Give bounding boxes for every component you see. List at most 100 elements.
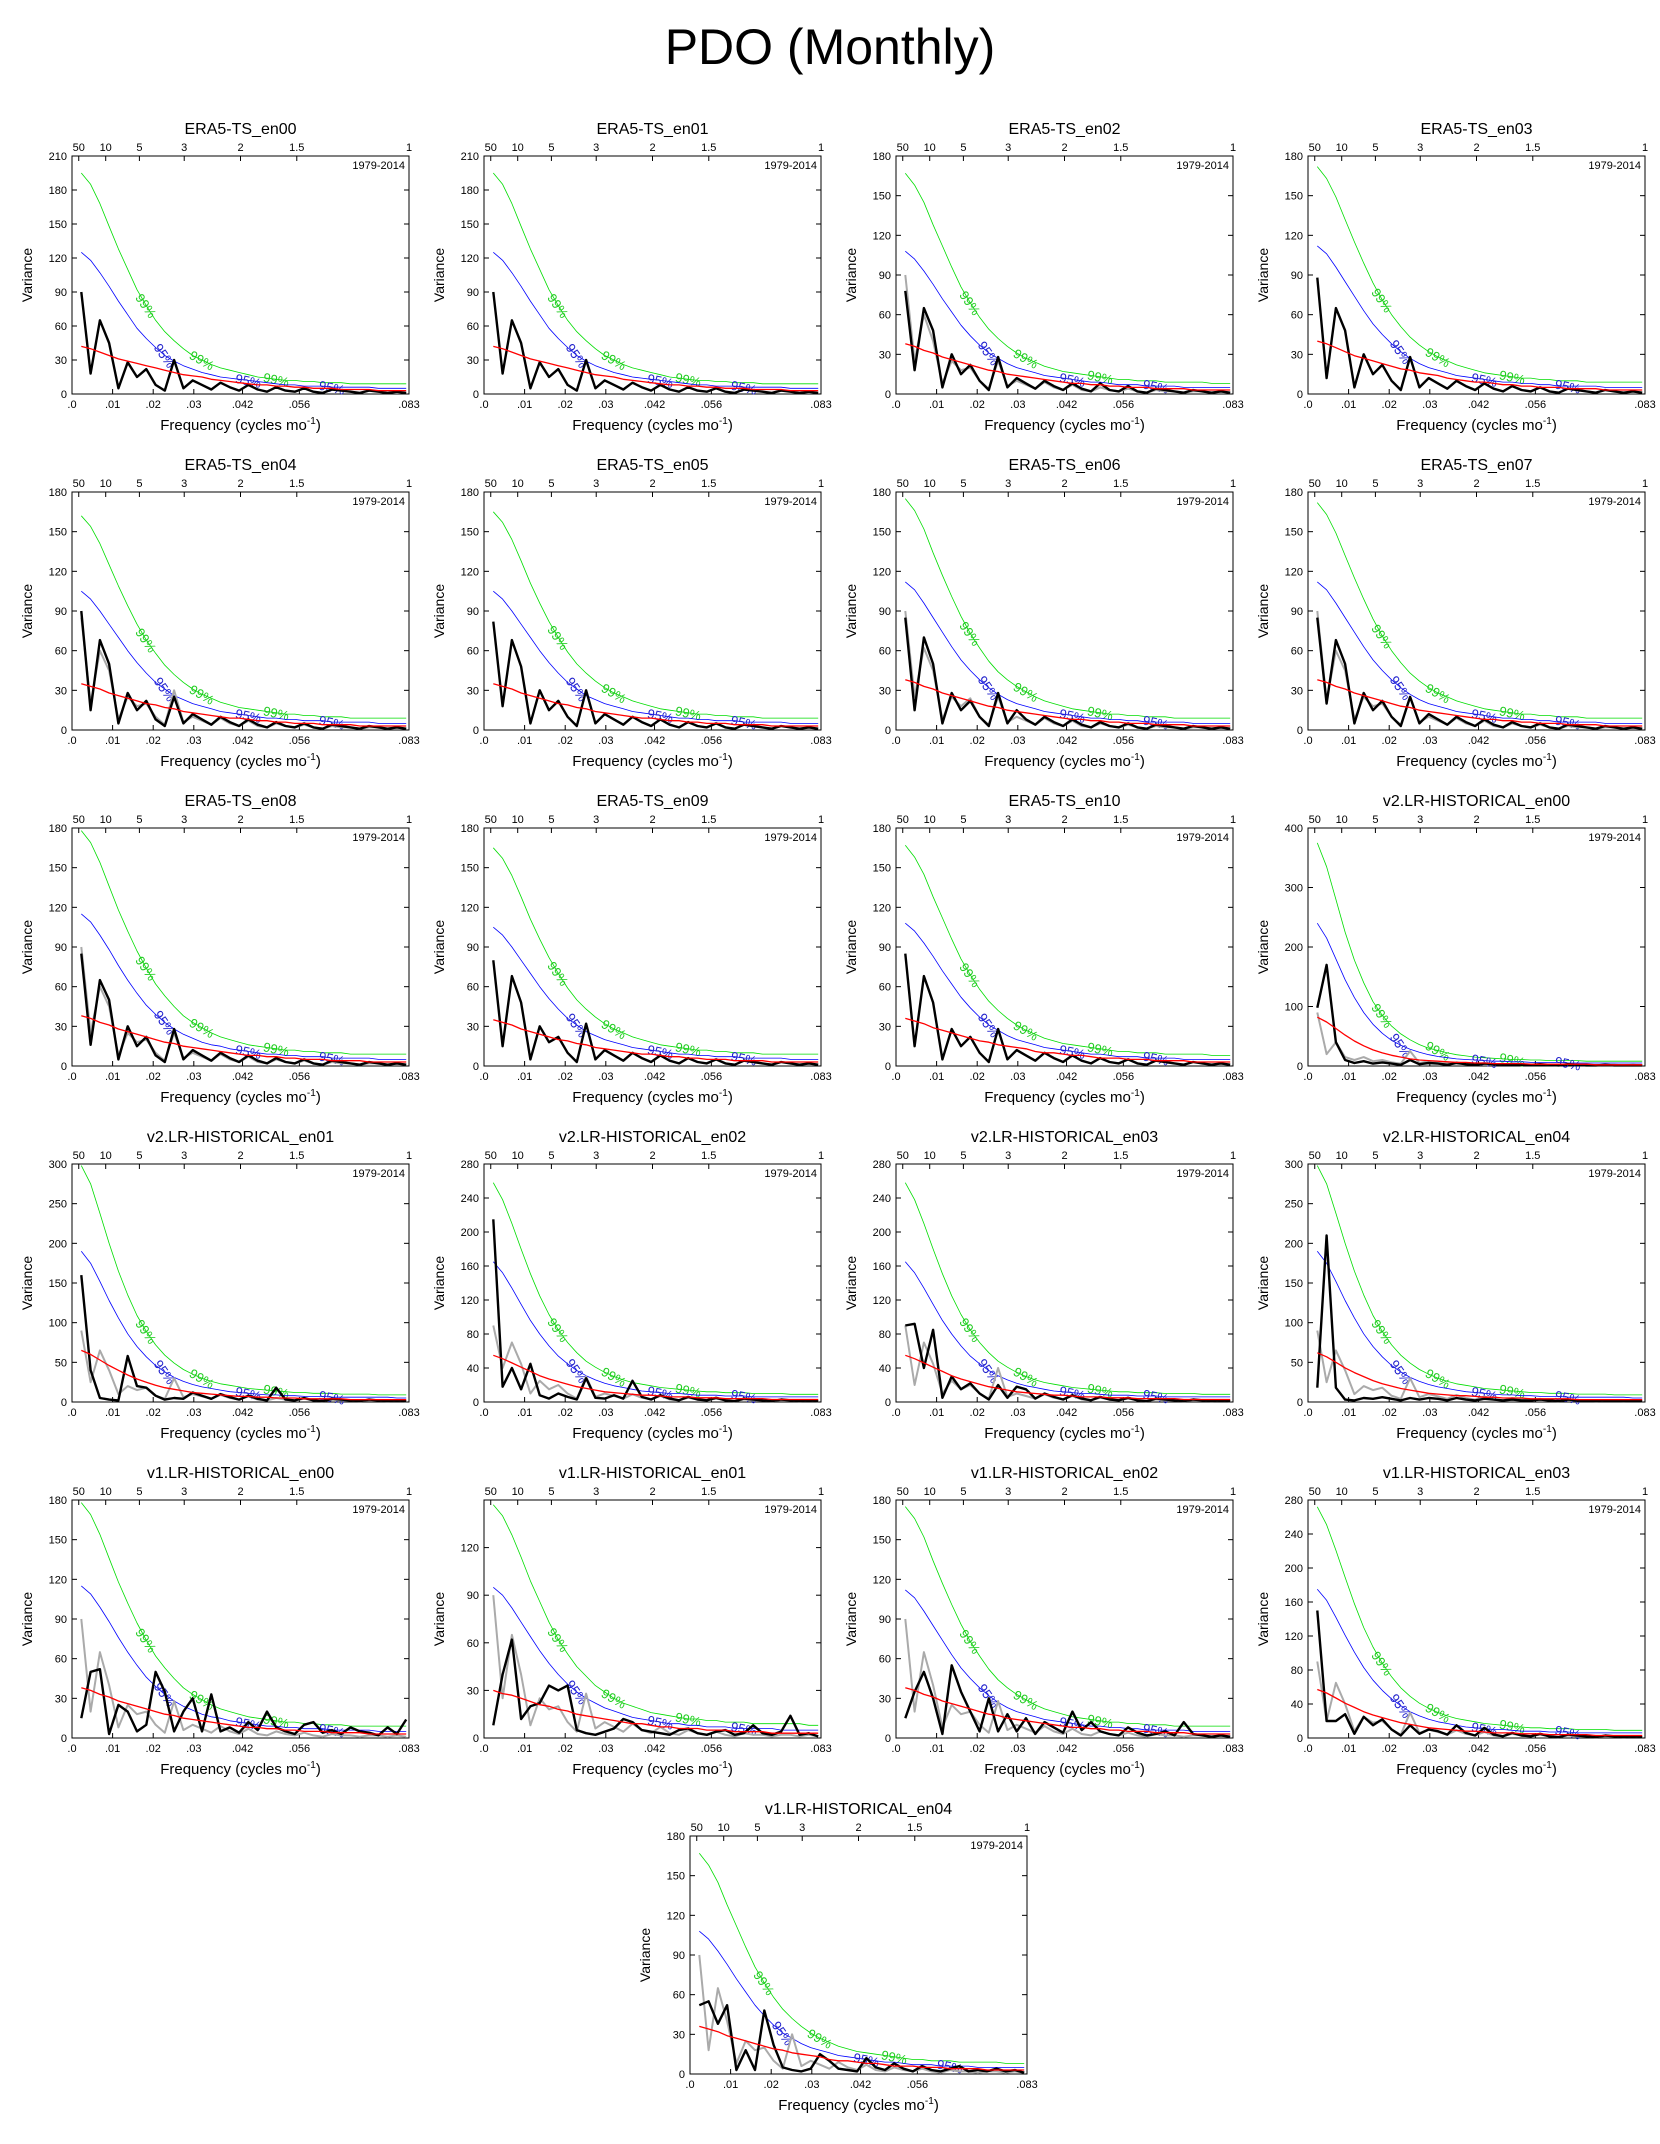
x-tick-label: .0 — [67, 1407, 76, 1419]
y-tick-label: 300 — [1285, 1159, 1303, 1171]
confidence-label: 99% — [1011, 679, 1041, 705]
x-tick-label: .042 — [644, 1071, 665, 1083]
y-axis-label: Variance — [1255, 248, 1271, 302]
y-tick-label: 280 — [873, 1159, 891, 1171]
confidence-label: 95% — [975, 1681, 1002, 1711]
series-line-spectrum — [1316, 1234, 1643, 1403]
x-tick-label: .083 — [810, 1407, 831, 1419]
series-line-95pct — [699, 1930, 1025, 2068]
top-tick-label: 10 — [512, 814, 524, 826]
top-tick-label: 10 — [100, 814, 112, 826]
period-label: 1979-2014 — [764, 160, 817, 172]
x-tick-label: .02 — [1382, 735, 1397, 747]
x-tick-label: .02 — [146, 1071, 161, 1083]
y-tick-label: 30 — [879, 349, 891, 361]
x-tick-label: .083 — [1634, 1071, 1655, 1083]
series-line-spectrum — [80, 291, 407, 395]
y-tick-label: 40 — [879, 1363, 891, 1375]
series-line-spectrum — [904, 953, 1231, 1066]
x-tick-label: .056 — [701, 1743, 722, 1755]
x-tick-label: .0 — [891, 1743, 900, 1755]
x-tick-label: .01 — [105, 1071, 120, 1083]
series-line-red-noise — [81, 683, 407, 727]
x-tick-label: .083 — [398, 1407, 419, 1419]
top-tick-label: 1 — [1024, 1822, 1030, 1834]
confidence-label: 95% — [1470, 370, 1499, 390]
top-tick-label: 1 — [1230, 142, 1236, 154]
y-tick-label: 0 — [885, 1397, 891, 1409]
y-tick-label: 120 — [461, 566, 479, 578]
y-axis-label: Variance — [1255, 1256, 1271, 1310]
top-tick-label: 50 — [73, 478, 85, 490]
y-axis-label: Variance — [19, 584, 35, 638]
x-tick-label: .042 — [1056, 735, 1077, 747]
x-tick-label: .083 — [398, 735, 419, 747]
x-tick-label: .03 — [1010, 399, 1025, 411]
top-tick-label: 50 — [897, 1486, 909, 1498]
x-tick-label: .03 — [598, 1071, 613, 1083]
y-tick-label: 150 — [49, 219, 67, 231]
top-tick-label: 1 — [1642, 478, 1648, 490]
x-tick-label: .03 — [1010, 1071, 1025, 1083]
confidence-label: 99% — [187, 682, 217, 708]
plot-frame — [1307, 1499, 1646, 1739]
y-tick-label: 0 — [61, 389, 67, 401]
top-tick-label: 1 — [1642, 814, 1648, 826]
series-line-spectrum — [904, 290, 1231, 394]
x-tick-label: .03 — [186, 1743, 201, 1755]
top-tick-label: 2 — [1473, 1150, 1479, 1162]
x-tick-label: .056 — [1113, 1743, 1134, 1755]
plot-frame — [1307, 155, 1646, 395]
y-tick-label: 150 — [461, 527, 479, 539]
chart-title: ERA5-TS_en10 — [1008, 793, 1120, 810]
chart-title: ERA5-TS_en04 — [184, 457, 296, 474]
top-tick-label: 50 — [691, 1822, 703, 1834]
x-tick-label: .042 — [1468, 1407, 1489, 1419]
series-line-spectrum — [1316, 617, 1643, 730]
y-tick-label: 120 — [461, 902, 479, 914]
x-tick-label: .0 — [1303, 399, 1312, 411]
y-axis-label: Variance — [19, 248, 35, 302]
x-tick-label: .01 — [1341, 1071, 1356, 1083]
x-tick-label: .01 — [517, 1071, 532, 1083]
period-label: 1979-2014 — [1176, 496, 1229, 508]
y-tick-label: 280 — [1285, 1495, 1303, 1507]
confidence-label: 99% — [132, 1625, 159, 1655]
y-axis-label: Variance — [19, 920, 35, 974]
x-tick-label: .0 — [479, 1407, 488, 1419]
top-tick-label: 2 — [237, 1486, 243, 1498]
series-line-95pct — [1317, 245, 1643, 388]
confidence-label: 99% — [1423, 1366, 1453, 1392]
series-line-99pct — [904, 498, 1231, 719]
top-tick-label: 50 — [73, 1150, 85, 1162]
chart-title: v1.LR-HISTORICAL_en03 — [1383, 1465, 1570, 1482]
x-axis-label: Frequency (cycles mo-1) — [1396, 416, 1557, 434]
top-tick-label: 5 — [960, 814, 966, 826]
top-tick-label: 50 — [1309, 814, 1321, 826]
top-tick-label: 10 — [1336, 142, 1348, 154]
period-label: 1979-2014 — [1588, 160, 1641, 172]
y-tick-label: 210 — [461, 151, 479, 163]
top-tick-label: 10 — [512, 478, 524, 490]
x-tick-label: .042 — [232, 1071, 253, 1083]
top-tick-label: 3 — [1005, 814, 1011, 826]
series-line-red-noise — [905, 679, 1231, 727]
y-tick-label: 120 — [667, 1910, 685, 1922]
x-tick-label: .083 — [1634, 735, 1655, 747]
confidence-label: 95% — [234, 371, 263, 391]
x-axis-label: Frequency (cycles mo-1) — [160, 1424, 321, 1442]
x-tick-label: .01 — [723, 2079, 738, 2091]
y-tick-label: 90 — [673, 1950, 685, 1962]
top-tick-label: 2 — [1061, 1486, 1067, 1498]
x-tick-label: .01 — [929, 735, 944, 747]
confidence-label: 95% — [1387, 337, 1414, 367]
top-tick-label: 5 — [960, 478, 966, 490]
x-tick-label: .02 — [146, 1743, 161, 1755]
x-tick-label: .02 — [558, 1071, 573, 1083]
series-line-99pct — [80, 172, 407, 385]
period-label: 1979-2014 — [352, 1504, 405, 1516]
y-tick-label: 90 — [879, 1614, 891, 1626]
y-tick-label: 30 — [467, 1021, 479, 1033]
x-tick-label: .0 — [685, 2079, 694, 2091]
y-tick-label: 60 — [1291, 310, 1303, 322]
